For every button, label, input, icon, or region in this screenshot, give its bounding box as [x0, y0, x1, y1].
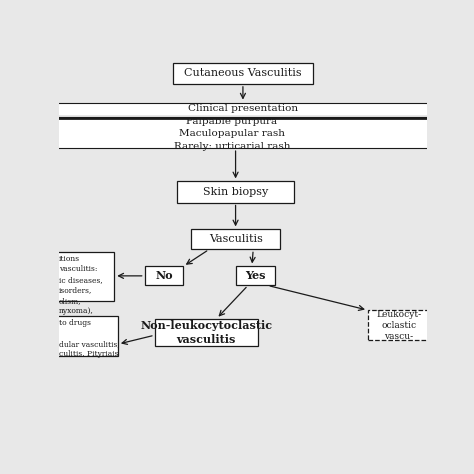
Bar	[57, 316, 118, 356]
Text: Leukocyt-
oclastic
vascu-: Leukocyt- oclastic vascu-	[376, 310, 421, 341]
Bar	[191, 229, 280, 249]
Bar	[155, 319, 258, 346]
Bar	[237, 266, 275, 285]
Bar	[173, 63, 313, 84]
Text: Palpable purpura
Maculopapular rash
Rarely: urticarial rash: Palpable purpura Maculopapular rash Rare…	[173, 117, 290, 151]
Bar	[177, 182, 294, 202]
Bar	[368, 310, 430, 340]
Text: No: No	[155, 270, 173, 282]
Text: Non-leukocytoclastic
vasculitis: Non-leukocytoclastic vasculitis	[140, 320, 272, 345]
Bar	[57, 252, 114, 301]
Text: Yes: Yes	[246, 270, 266, 282]
Text: Skin biopsy: Skin biopsy	[203, 187, 268, 197]
Text: Cutaneous Vasculitis: Cutaneous Vasculitis	[184, 68, 302, 78]
Bar	[59, 119, 427, 148]
Text: itions
vasculitis:
ic diseases,
isorders,
olism,
nyxoma),: itions vasculitis: ic diseases, isorders…	[59, 255, 103, 315]
Bar	[59, 102, 427, 115]
Text: to drugs

dular vasculitis,
culitis, Pityriais: to drugs dular vasculitis, culitis, Pity…	[59, 319, 119, 369]
Text: Vasculitis: Vasculitis	[209, 234, 263, 245]
Text: Clinical presentation: Clinical presentation	[188, 104, 298, 113]
Bar	[145, 266, 183, 285]
